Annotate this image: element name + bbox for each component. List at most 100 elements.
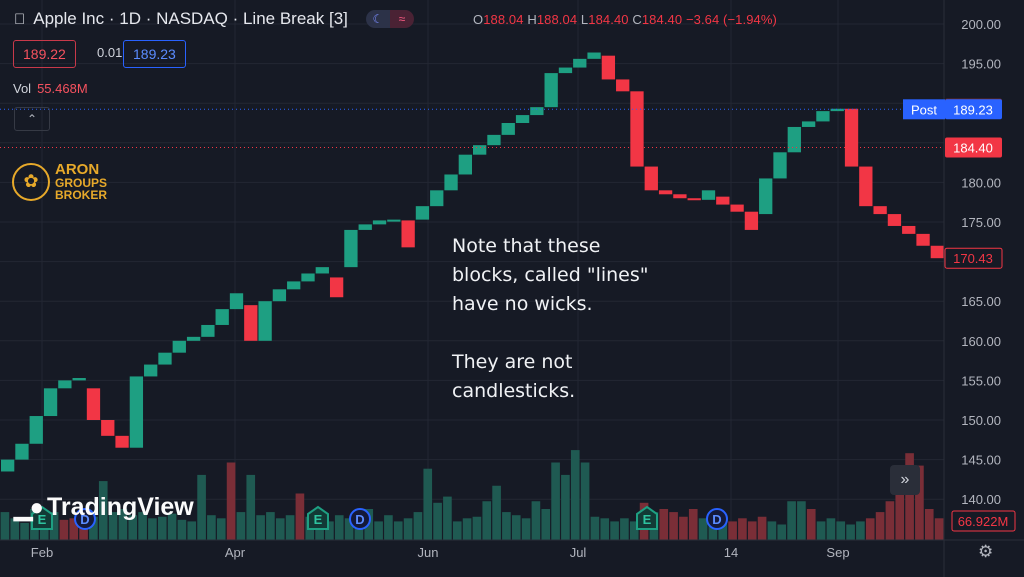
volume-bar xyxy=(128,515,138,540)
price-tag-label: Post xyxy=(911,102,937,117)
volume-bar xyxy=(246,474,256,540)
price-tag-box xyxy=(945,99,1002,120)
buy-button[interactable]: 189.23 xyxy=(123,40,186,68)
volume-bar xyxy=(797,501,806,540)
moon-icon[interactable]: ☾ xyxy=(365,10,390,28)
line-break-block xyxy=(658,190,673,195)
close-value: 184.40 xyxy=(641,12,683,27)
line-break-block xyxy=(101,420,115,436)
chart-header:  Apple Inc · 1D · NASDAQ · Line Break [… xyxy=(14,9,414,29)
line-break-block xyxy=(29,416,43,444)
line-break-block xyxy=(401,220,415,248)
annotation-line: blocks, called "lines" xyxy=(452,264,649,286)
line-break-block xyxy=(329,277,344,298)
volume-bar xyxy=(344,518,354,540)
volume-bar xyxy=(570,450,580,540)
dividend-marker xyxy=(706,508,728,530)
volume-bar xyxy=(905,453,914,540)
volume-bar xyxy=(384,515,393,540)
volume-bar xyxy=(49,512,59,540)
line-break-block xyxy=(744,211,759,230)
line-break-block xyxy=(344,229,358,268)
volume-bar xyxy=(236,512,246,540)
volume-bar xyxy=(620,518,629,540)
volume-bar xyxy=(836,521,846,540)
line-break-block xyxy=(86,388,101,420)
volume-value: 55.468M xyxy=(37,81,88,96)
line-break-block xyxy=(272,289,287,302)
line-break-block xyxy=(301,273,315,282)
volume-bar xyxy=(89,516,98,540)
line-break-block xyxy=(372,220,387,225)
price-tag-value: 170.43 xyxy=(953,251,993,266)
change-value: −3.64 (−1.94%) xyxy=(685,12,777,27)
wave-icon[interactable]: ≈ xyxy=(389,10,414,28)
y-tick-label: 195.00 xyxy=(961,57,1001,72)
volume-bar xyxy=(334,515,344,540)
volume-bar xyxy=(806,509,816,540)
open-label: O xyxy=(473,12,484,27)
line-break-block xyxy=(458,154,472,175)
volume-bar xyxy=(138,512,147,540)
line-break-block xyxy=(201,324,215,337)
volume-bar xyxy=(157,516,167,540)
collapse-legend-button[interactable]: ⌃ xyxy=(14,107,50,131)
line-break-block xyxy=(687,198,701,201)
volume-bar xyxy=(688,509,698,540)
sell-button[interactable]: 189.22 xyxy=(13,40,76,68)
volume-bar xyxy=(551,462,560,540)
line-break-block xyxy=(501,123,515,135)
volume-bar xyxy=(403,518,413,540)
volume-bar xyxy=(462,518,472,540)
status-pill[interactable]: ☾ ≈ xyxy=(365,10,414,28)
x-tick-label: Apr xyxy=(225,545,246,560)
y-tick-label: 145.00 xyxy=(961,453,1001,468)
volume-bar xyxy=(295,493,305,540)
volume-bar xyxy=(266,512,275,540)
line-break-block xyxy=(673,194,687,199)
volume-bar xyxy=(590,516,600,540)
event-marker-label: E xyxy=(314,512,323,527)
volume-bar xyxy=(679,516,688,540)
spread-value: 0.01 xyxy=(97,45,123,60)
volume-bar xyxy=(669,512,678,540)
event-marker-label: D xyxy=(712,512,721,527)
volume-bar xyxy=(915,465,924,540)
volume-bar xyxy=(521,518,531,540)
settings-gear-icon[interactable]: ⚙ xyxy=(978,542,994,561)
line-break-block xyxy=(701,190,716,200)
price-tag-box xyxy=(945,137,1002,158)
line-break-block xyxy=(616,79,630,92)
line-break-block xyxy=(229,293,244,310)
line-break-block xyxy=(487,134,501,146)
line-break-block xyxy=(172,340,186,353)
symbol-title[interactable]: Apple Inc · 1D · NASDAQ · Line Break [3] xyxy=(22,9,348,28)
price-tag-value: 184.40 xyxy=(953,141,993,156)
volume-bar xyxy=(216,518,226,540)
volume-bar xyxy=(197,474,206,540)
volume-bar xyxy=(865,518,875,540)
volume-bar xyxy=(875,512,885,540)
line-break-block xyxy=(72,378,86,381)
y-tick-label: 180.00 xyxy=(961,175,1001,190)
volume-legend: Vol 55.468M xyxy=(13,81,88,96)
volume-bar xyxy=(885,501,895,540)
scroll-to-realtime-button[interactable]: » xyxy=(890,465,920,495)
volume-bar xyxy=(285,515,295,540)
volume-bar xyxy=(738,518,747,540)
dividend-marker xyxy=(349,508,371,530)
volume-bar xyxy=(747,521,757,540)
volume-bar xyxy=(10,518,20,540)
volume-bar xyxy=(226,462,236,540)
tradingview-logo-icon: ▁● xyxy=(14,494,44,521)
y-tick-label: 165.00 xyxy=(961,294,1001,309)
volume-tag-value: 66.922M xyxy=(958,514,1009,529)
line-break-block xyxy=(873,206,887,215)
line-break-blocks xyxy=(1,52,944,472)
volume-bar xyxy=(924,509,934,540)
volume-bar xyxy=(629,521,639,540)
line-break-block xyxy=(544,73,558,108)
line-break-block xyxy=(759,178,773,215)
